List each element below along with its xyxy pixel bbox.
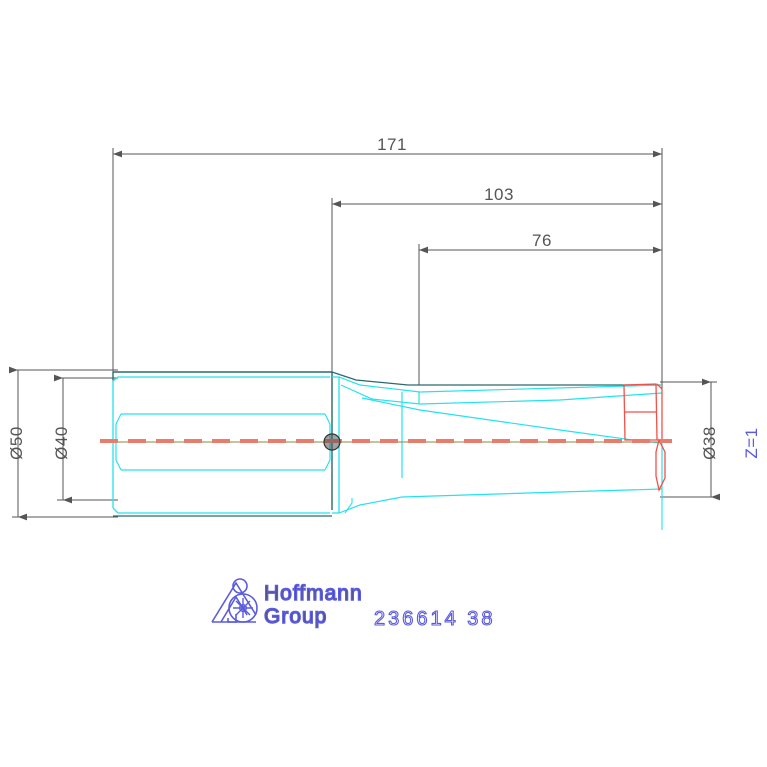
brand-wordmark: Hoffmann Group <box>263 581 363 628</box>
brand-name-line1: Hoffmann <box>264 582 363 605</box>
flute-helix-upper-1 <box>340 384 663 405</box>
brand-name-line2: Group <box>264 605 327 628</box>
part-number-label: 236614 38 <box>374 608 496 630</box>
center-line-group <box>100 439 672 443</box>
logo-a-frame-leg <box>227 614 237 623</box>
diameter-witness-lines <box>12 369 717 518</box>
logo-gear-circle <box>228 593 258 623</box>
diameter-dimension-labels: Ø50 Ø40 Ø38 <box>7 426 719 460</box>
dimension-extension-lines <box>112 148 663 512</box>
logo-head-circle <box>232 578 248 594</box>
dim-label-body-length: 103 <box>484 185 514 204</box>
body-lower-chamfer <box>344 498 353 514</box>
axis-pivot-marker <box>323 433 341 451</box>
insert-pocket-geometry <box>623 383 666 492</box>
body-upper-outer-taper <box>338 376 663 393</box>
hoffmann-group-logo <box>211 578 258 623</box>
pivot-dot <box>323 433 341 451</box>
dim-label-shank-outer-diameter: Ø50 <box>7 426 26 460</box>
linear-dimension-lines <box>113 150 662 254</box>
linear-dimension-labels: 171 103 76 <box>377 135 552 250</box>
shank-outer-lower-edge <box>112 507 330 514</box>
flute-count-label: Z=1 <box>742 427 761 458</box>
dim-label-shank-inner-diameter: Ø40 <box>52 426 71 460</box>
diameter-dimension-lines <box>9 366 720 521</box>
insert-tip-point <box>655 438 666 492</box>
dim-label-drill-diameter: Ø38 <box>700 426 719 460</box>
dim-label-flute-length: 76 <box>532 231 552 250</box>
logo-a-frame-outer <box>211 581 257 623</box>
body-lower-outer-taper <box>338 488 663 514</box>
flute-helix-upper-2 <box>361 397 663 444</box>
part-body-geometry <box>331 371 663 530</box>
part-shank-geometry <box>112 371 340 517</box>
insert-clamp-edge <box>656 383 663 441</box>
body-top-silhouette <box>331 371 662 386</box>
logo-gear-hub <box>238 603 248 613</box>
dim-label-overall-length: 171 <box>377 135 407 154</box>
shank-outer-upper-edge <box>112 376 330 382</box>
logo-gear-spokes <box>233 598 253 618</box>
